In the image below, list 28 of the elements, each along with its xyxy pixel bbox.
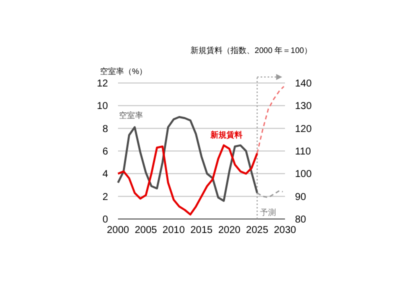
x-tick-label: 2000 bbox=[106, 225, 130, 236]
x-tick-label: 2015 bbox=[190, 225, 214, 236]
y2-tick-label: 110 bbox=[295, 146, 312, 158]
x-tick-label: 2030 bbox=[274, 225, 297, 236]
y2-tick-label: 120 bbox=[295, 124, 312, 135]
series-label: 空室率 bbox=[118, 111, 143, 120]
x-tick-label: 2010 bbox=[162, 225, 186, 236]
y-tick-label: 0 bbox=[102, 214, 108, 226]
line-series bbox=[256, 86, 285, 154]
y-tick-label: 8 bbox=[102, 124, 108, 135]
y-tick-label: 4 bbox=[102, 169, 108, 180]
x-tick-label: 2025 bbox=[246, 225, 269, 236]
y2-tick-label: 140 bbox=[295, 78, 312, 90]
x-tick-label: 2020 bbox=[218, 225, 241, 236]
y2-tick-label: 100 bbox=[295, 169, 312, 180]
y-axis-title: 空室率（%） bbox=[100, 67, 148, 76]
y2-tick-label: 80 bbox=[295, 214, 307, 226]
y2-tick-label: 90 bbox=[295, 192, 307, 203]
series-label: 新規賃料 bbox=[210, 129, 243, 140]
line-series bbox=[117, 144, 258, 216]
y-tick-label: 10 bbox=[96, 101, 108, 112]
y2-tick-label: 130 bbox=[295, 101, 312, 112]
y2-axis-title: 新規賃料（指数、2000 年＝100） bbox=[190, 46, 312, 55]
y-tick-label: 2 bbox=[102, 192, 108, 203]
x-tick-label: 2005 bbox=[134, 225, 158, 236]
ref-line-label: 予測 bbox=[260, 208, 276, 217]
y-tick-label: 12 bbox=[96, 78, 108, 90]
y-tick-label: 6 bbox=[102, 146, 108, 158]
